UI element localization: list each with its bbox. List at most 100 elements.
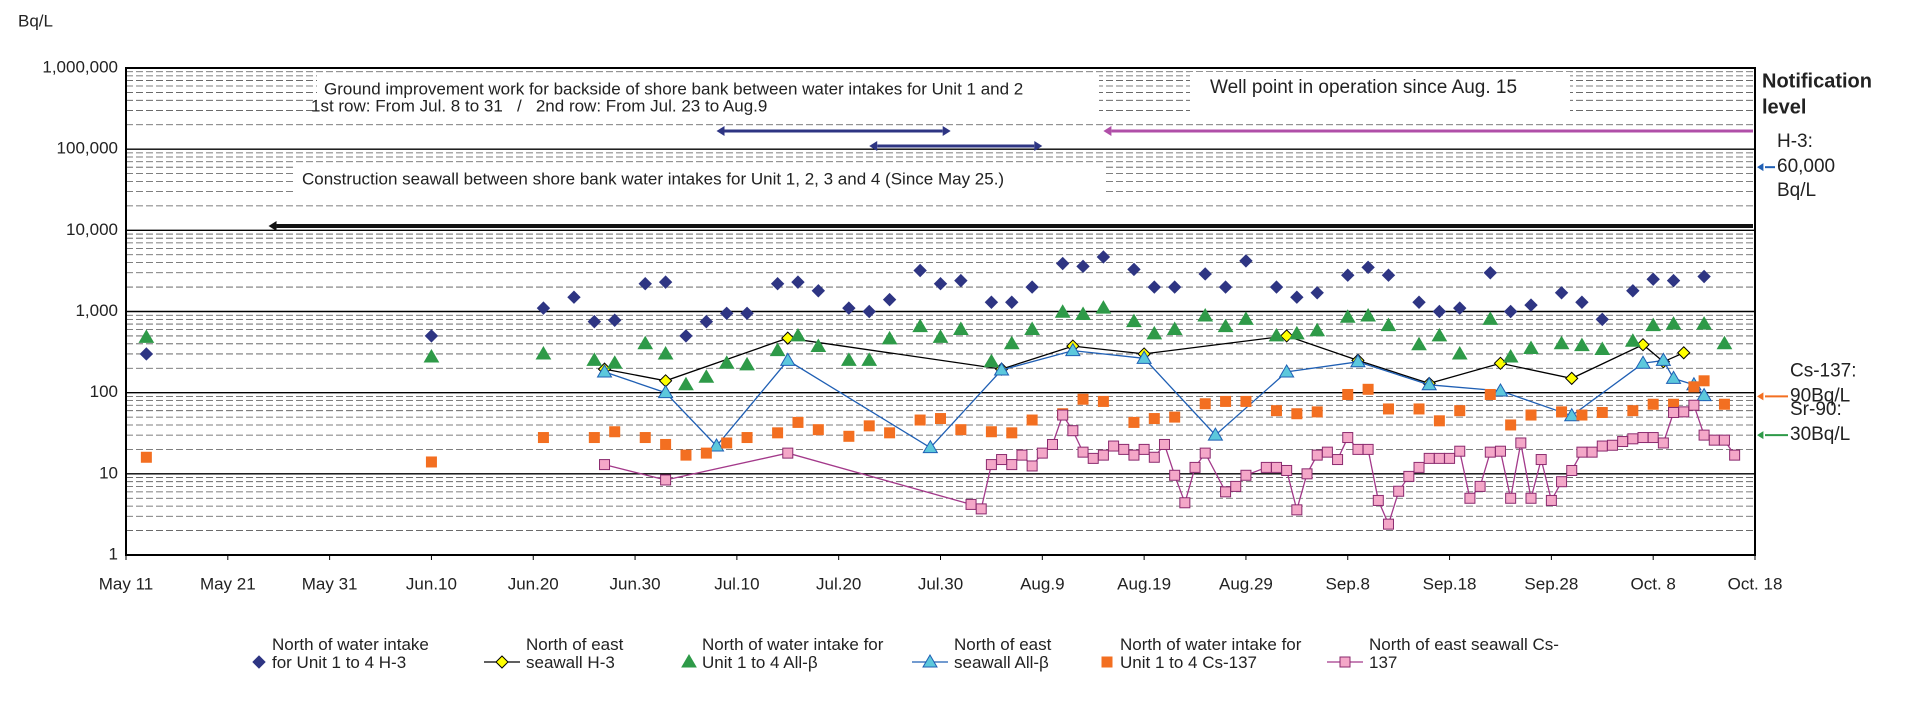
point [1515,437,1527,449]
point [1026,414,1038,426]
point [996,454,1008,466]
point [1474,480,1486,492]
legend-label: North of east seawall H-3 [526,635,624,672]
point [1413,461,1425,473]
point [1718,434,1730,446]
point [1413,403,1425,415]
point [1167,280,1182,294]
point [884,427,896,439]
point [1311,449,1323,461]
point [1126,313,1142,328]
point [1545,494,1557,506]
point [1606,439,1618,451]
point [1136,350,1152,364]
point [955,424,967,436]
point [1729,449,1741,461]
annotation: Ground improvement work for backside of … [324,79,1023,98]
point [708,438,725,452]
annotation-box [1190,72,1570,122]
x-tick-label: Sep.18 [1423,574,1477,593]
point [914,414,926,426]
point [772,427,784,439]
point [1036,447,1048,459]
point [1220,395,1232,407]
notification-value: 30Bq/L [1790,424,1850,445]
point [1350,353,1366,368]
legend-label: North of east seawall All-β [954,635,1052,672]
x-tick-label: Aug.9 [1020,574,1064,593]
x-tick-label: Jun.20 [508,574,559,593]
point [424,329,439,343]
point [1698,375,1710,387]
point [535,345,552,360]
y-axis-label: Bq/L [18,11,53,30]
point [609,426,621,438]
x-tick-label: Sep.8 [1326,574,1370,593]
point [1026,460,1038,472]
point [1147,280,1162,294]
point [1016,449,1028,461]
point [1464,492,1476,504]
point [1118,443,1130,455]
point [1718,398,1730,410]
point [1393,485,1405,497]
point [1382,518,1394,530]
point [882,292,897,307]
x-tick-label: May 21 [200,574,256,593]
point [1563,407,1580,422]
point [1382,403,1394,415]
x-tick-label: Jul.30 [918,574,963,593]
point [1238,311,1254,325]
point [1321,446,1333,458]
point [1554,286,1569,300]
point [1697,269,1711,284]
point [954,273,968,288]
point [139,347,154,361]
point [1097,395,1109,407]
x-tick-label: Aug.19 [1117,574,1171,593]
point [1260,461,1272,473]
point [843,430,855,442]
point [1708,434,1720,446]
point [1087,452,1099,464]
point [1454,445,1466,457]
point [1484,388,1496,400]
point [1688,399,1700,411]
point [1046,438,1058,450]
annotation: 1st row: From Jul. 8 to 31 / 2nd row: Fr… [311,96,767,115]
point [952,321,969,336]
point [721,437,733,449]
point [1239,254,1253,268]
point [1096,250,1111,264]
point [1108,440,1120,452]
point [1688,381,1700,393]
point [1055,256,1070,271]
point [660,474,672,486]
point [1169,411,1181,423]
point [1342,432,1354,444]
point [1352,443,1364,455]
point [985,459,997,471]
point [739,356,755,371]
point [1645,317,1662,332]
point [1360,308,1376,322]
notification-value: 90Bq/L [1790,385,1850,406]
notification-value: 60,000 [1777,156,1835,177]
point [1381,268,1396,282]
point [1006,427,1018,439]
point [1332,454,1344,466]
point [660,438,672,450]
point [1433,452,1445,464]
point [425,456,437,468]
point [698,369,715,383]
legend-marker [681,654,697,668]
point [1290,290,1304,304]
point [1240,395,1252,407]
point [1127,262,1141,277]
point [740,306,754,321]
point [1077,446,1089,458]
legend-item: North of east seawall H-3 [482,636,654,672]
point [1523,340,1539,355]
point [1665,316,1682,330]
point [588,432,600,444]
